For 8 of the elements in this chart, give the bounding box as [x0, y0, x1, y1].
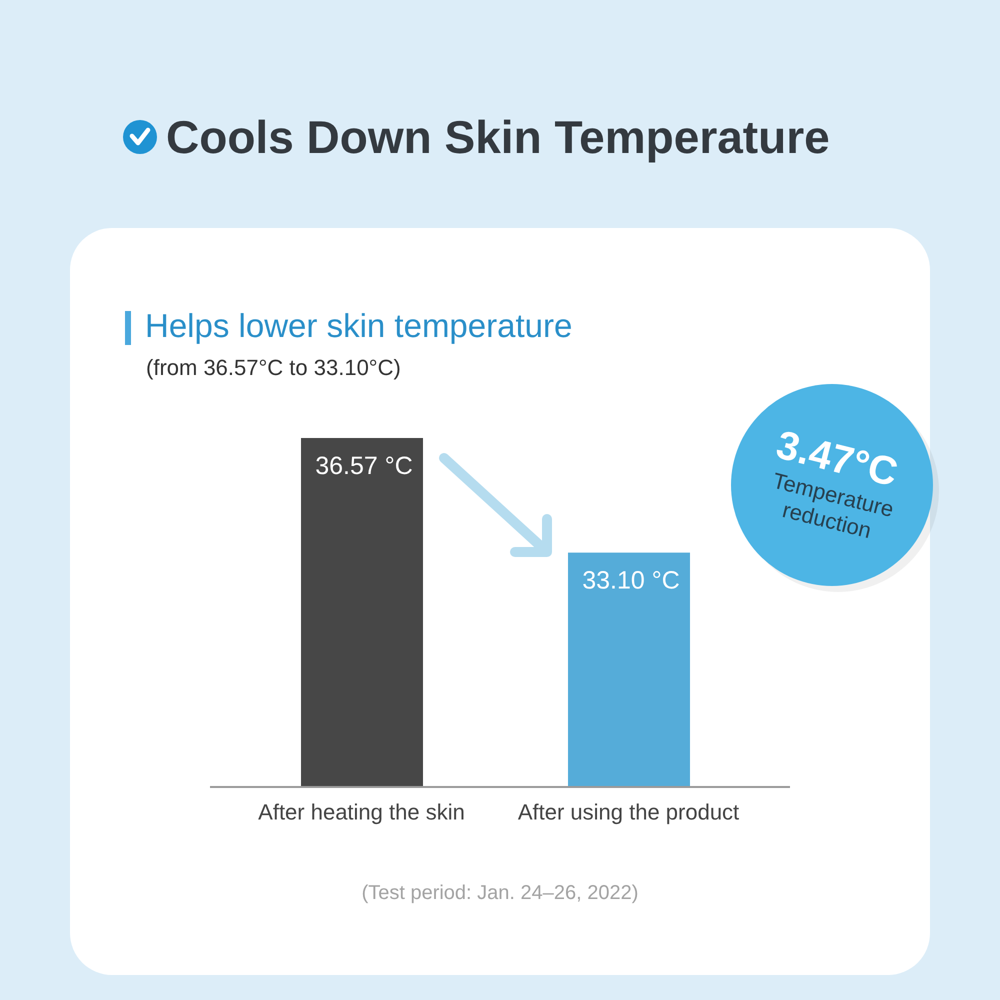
text: (from 36.57°C to 33.10°C) — [146, 354, 401, 382]
data-label: 33.10 °C — [582, 566, 680, 595]
x-tick-label: After heating the skin — [258, 800, 465, 825]
chart-title: Cools Down Skin Temperature — [166, 110, 830, 164]
x-tick-label: After using the product — [518, 800, 740, 825]
data-label: 36.57 °C — [315, 452, 413, 480]
text: (Test period: Jan. 24–26, 2022) — [360, 881, 640, 906]
chart-subtitle: Helps lower skin temperature — [145, 306, 572, 346]
